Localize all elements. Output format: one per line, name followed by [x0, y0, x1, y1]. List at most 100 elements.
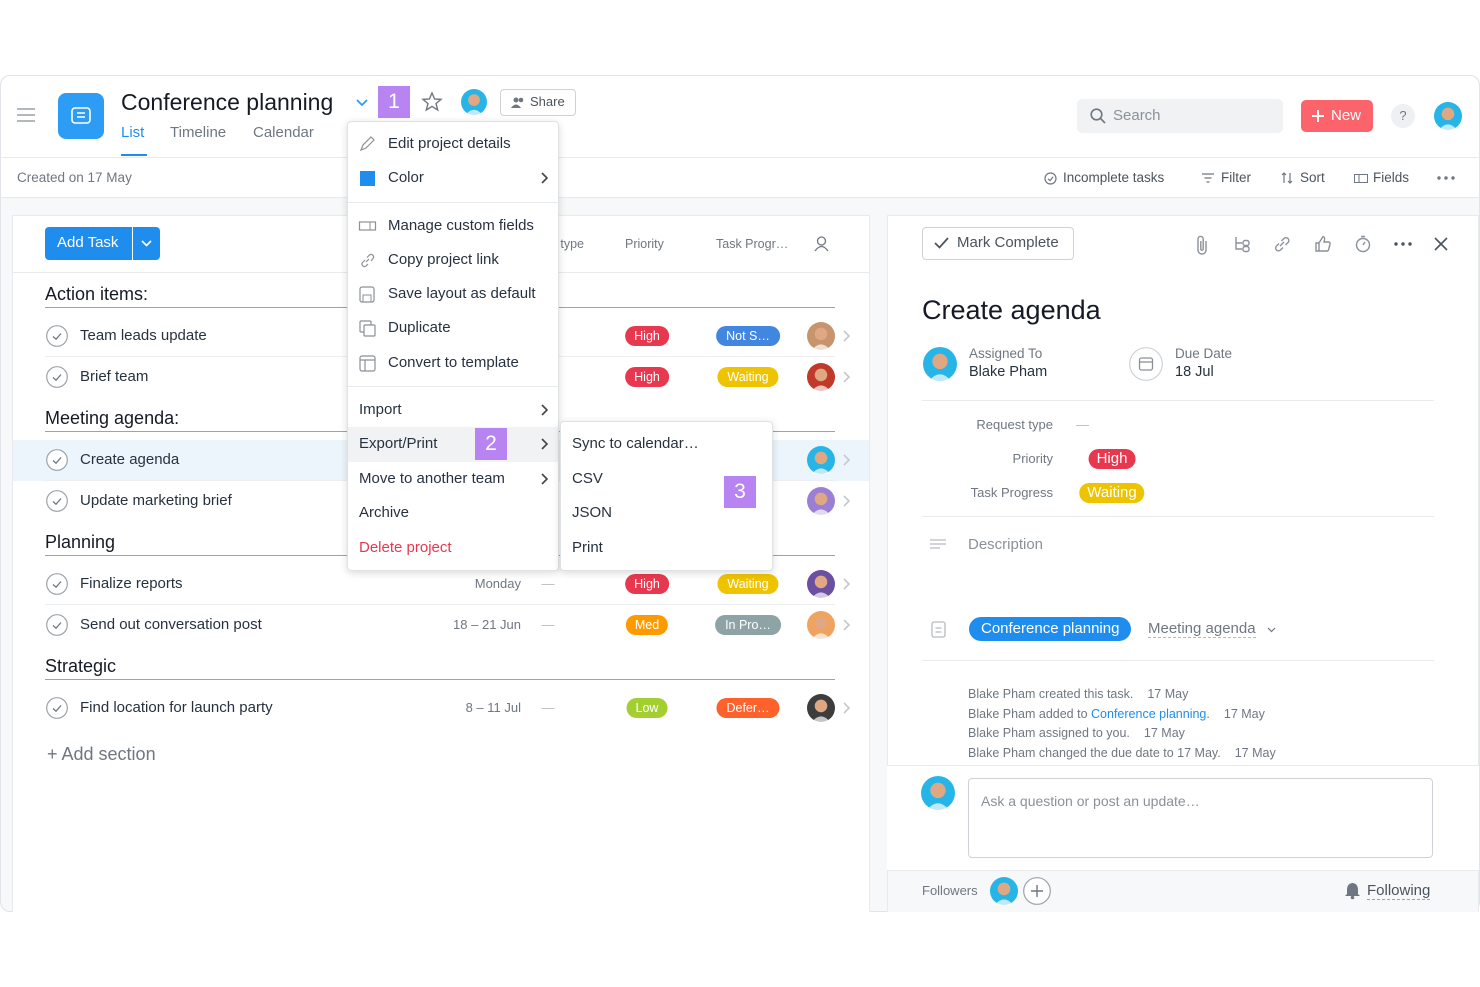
- filter-icon: [1202, 173, 1214, 183]
- activity-link[interactable]: Conference planning: [1091, 706, 1207, 721]
- menu-item[interactable]: Archive: [359, 504, 410, 521]
- toolbar-button[interactable]: Incomplete tasks: [1063, 170, 1165, 185]
- add-section[interactable]: + Add section: [47, 744, 156, 764]
- tab-underline: [121, 154, 147, 156]
- assignee-icon: [814, 236, 829, 252]
- close-icon[interactable]: [1434, 237, 1448, 251]
- menu-icon: [359, 320, 376, 337]
- tag-pill: High: [625, 574, 669, 594]
- section-caret: [1267, 627, 1276, 633]
- dropdown-caret: [141, 240, 152, 247]
- following-button[interactable]: Following: [1367, 882, 1431, 900]
- activity-date: 17 May: [1147, 687, 1189, 701]
- add-task-dropdown[interactable]: [133, 227, 160, 260]
- menu-icon[interactable]: [17, 108, 35, 122]
- avatar: [1434, 102, 1462, 130]
- task-name[interactable]: Brief team: [80, 368, 149, 385]
- sort-icon: [1281, 172, 1293, 184]
- share-icon: [511, 97, 524, 108]
- tag-pill: Waiting: [717, 367, 779, 387]
- menu-item[interactable]: Manage custom fields: [388, 217, 534, 234]
- menu-item[interactable]: Export/Print: [359, 435, 438, 452]
- tab[interactable]: Calendar: [253, 124, 314, 141]
- tag-pill: Not S…: [716, 326, 780, 346]
- toolbar-button[interactable]: Sort: [1300, 170, 1325, 185]
- task-checkbox[interactable]: [46, 449, 68, 471]
- menu-icon: [361, 253, 375, 268]
- chevron: [843, 371, 851, 383]
- task-checkbox[interactable]: [46, 697, 68, 719]
- menu-item[interactable]: Print: [572, 539, 603, 556]
- task-name[interactable]: Send out conversation post: [80, 616, 262, 633]
- title-dropdown[interactable]: [356, 99, 368, 107]
- task-name[interactable]: Find location for launch party: [80, 699, 273, 716]
- task-checkbox[interactable]: [46, 614, 68, 636]
- tab[interactable]: List: [121, 124, 145, 141]
- task-name[interactable]: Finalize reports: [80, 575, 183, 592]
- menu-item[interactable]: Import: [359, 401, 402, 418]
- toolbar-bar: [1, 158, 1479, 198]
- section-title: Action items:: [45, 284, 149, 304]
- more-icon[interactable]: [1394, 242, 1412, 246]
- subtask-icon[interactable]: [1234, 235, 1252, 253]
- task-name[interactable]: Create agenda: [80, 451, 180, 468]
- more-icon[interactable]: [1437, 176, 1455, 180]
- chevron: [843, 454, 851, 466]
- tag-pill: High: [625, 367, 669, 387]
- step-badge: 2: [475, 428, 507, 460]
- menu-item[interactable]: Delete project: [359, 539, 452, 556]
- mark-complete-button[interactable]: [922, 227, 1074, 260]
- field-label: Request type: [976, 417, 1053, 432]
- attach-icon[interactable]: [1195, 235, 1213, 255]
- activity-text: Blake Pham assigned to you.: [968, 726, 1130, 741]
- task-checkbox[interactable]: [46, 573, 68, 595]
- menu-icon: [358, 221, 377, 231]
- menu-item[interactable]: CSV: [572, 470, 603, 487]
- comment-box[interactable]: [968, 778, 1433, 858]
- activity-line: Blake Pham created this task. 17 May: [968, 685, 1188, 703]
- add-follower[interactable]: [1023, 877, 1051, 905]
- menu-item[interactable]: Save layout as default: [388, 285, 536, 302]
- menu-item[interactable]: Convert to template: [388, 354, 519, 371]
- activity-date: 17 May: [1143, 726, 1185, 741]
- project-icon: [931, 621, 946, 638]
- share-button[interactable]: [500, 89, 576, 116]
- avatar: [807, 694, 835, 722]
- help-button[interactable]: [1391, 104, 1415, 128]
- chevron: [541, 172, 549, 184]
- chevron: [843, 578, 851, 590]
- menu-item[interactable]: Copy project link: [388, 251, 499, 268]
- toolbar-button[interactable]: Fields: [1373, 170, 1410, 185]
- project-pill[interactable]: Conference planning: [969, 617, 1132, 641]
- like-icon[interactable]: [1314, 235, 1332, 253]
- activity-line: Blake Pham changed the due date to 17 Ma…: [968, 744, 1276, 762]
- menu-item[interactable]: Duplicate: [388, 319, 451, 336]
- task-name[interactable]: Team leads update: [80, 327, 207, 344]
- link-icon[interactable]: [1273, 235, 1291, 253]
- task-name[interactable]: Update marketing brief: [80, 492, 232, 509]
- menu-item[interactable]: Sync to calendar…: [572, 435, 699, 452]
- menu-item[interactable]: Edit project details: [388, 135, 511, 152]
- tag-pill: Waiting: [717, 574, 779, 594]
- search-box[interactable]: [1077, 99, 1283, 133]
- menu-item[interactable]: JSON: [572, 504, 613, 521]
- toolbar-button[interactable]: Filter: [1221, 170, 1251, 185]
- task-checkbox[interactable]: [46, 366, 68, 388]
- section-selector[interactable]: Meeting agenda: [1148, 620, 1256, 638]
- created-date: Created on 17 May: [17, 170, 132, 185]
- menu-item[interactable]: Move to another team: [359, 470, 505, 487]
- timer-icon[interactable]: [1354, 235, 1372, 253]
- star-icon[interactable]: [421, 91, 443, 112]
- due-value: 18 Jul: [1175, 364, 1214, 380]
- activity-text: Blake Pham created this task.: [968, 687, 1134, 701]
- fields-icon: [1354, 174, 1368, 183]
- menu-item[interactable]: Color: [388, 169, 424, 186]
- tab[interactable]: Timeline: [170, 124, 227, 141]
- description-placeholder[interactable]: Description: [968, 536, 1044, 553]
- menu-icon: [360, 171, 375, 186]
- task-checkbox[interactable]: [46, 325, 68, 347]
- add-task-button[interactable]: [45, 227, 132, 260]
- step-badge: 1: [378, 86, 410, 118]
- task-checkbox[interactable]: [46, 490, 68, 512]
- project-logo: [58, 93, 104, 139]
